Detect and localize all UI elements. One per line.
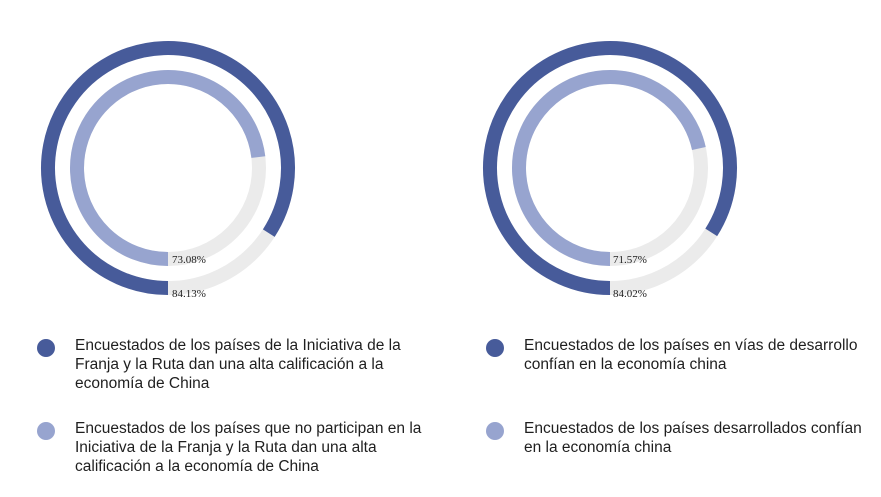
- legend-swatch-inner: [486, 422, 504, 440]
- outer-ring-value-arc: [483, 41, 737, 295]
- chart-panel-left: 73.08% 84.13% Encuestados de los países …: [0, 0, 440, 497]
- legend-label-inner: Encuestados de los países desarrollados …: [524, 420, 862, 456]
- legend-label-outer: Encuestados de los países en vías de des…: [524, 337, 858, 373]
- outer-ring-value-label: 84.13%: [172, 288, 206, 300]
- inner-ring-value-label: 73.08%: [172, 254, 206, 266]
- outer-ring-value-label: 84.02%: [613, 288, 647, 300]
- inner-ring-value-arc: [512, 70, 706, 266]
- legend-label-outer: Encuestados de los países de la Iniciati…: [75, 337, 401, 392]
- donut-chart-right: 71.57% 84.02%: [483, 41, 737, 300]
- legend-item-outer: Encuestados de los países en vías de des…: [486, 336, 866, 374]
- legend-item-inner: Encuestados de los países desarrollados …: [486, 419, 866, 457]
- inner-ring-value-arc: [70, 70, 266, 266]
- chart-panel-right: 71.57% 84.02% Encuestados de los países …: [440, 0, 881, 497]
- legend-swatch-outer: [37, 339, 55, 357]
- legend-swatch-inner: [37, 422, 55, 440]
- donut-chart-left: 73.08% 84.13%: [41, 41, 295, 300]
- legend-item-inner: Encuestados de los países que no partici…: [37, 419, 432, 476]
- legend-label-inner: Encuestados de los países que no partici…: [75, 420, 422, 475]
- inner-ring-value-label: 71.57%: [613, 254, 647, 266]
- outer-ring-value-arc: [41, 41, 295, 295]
- legend-item-outer: Encuestados de los países de la Iniciati…: [37, 336, 432, 393]
- legend-swatch-outer: [486, 339, 504, 357]
